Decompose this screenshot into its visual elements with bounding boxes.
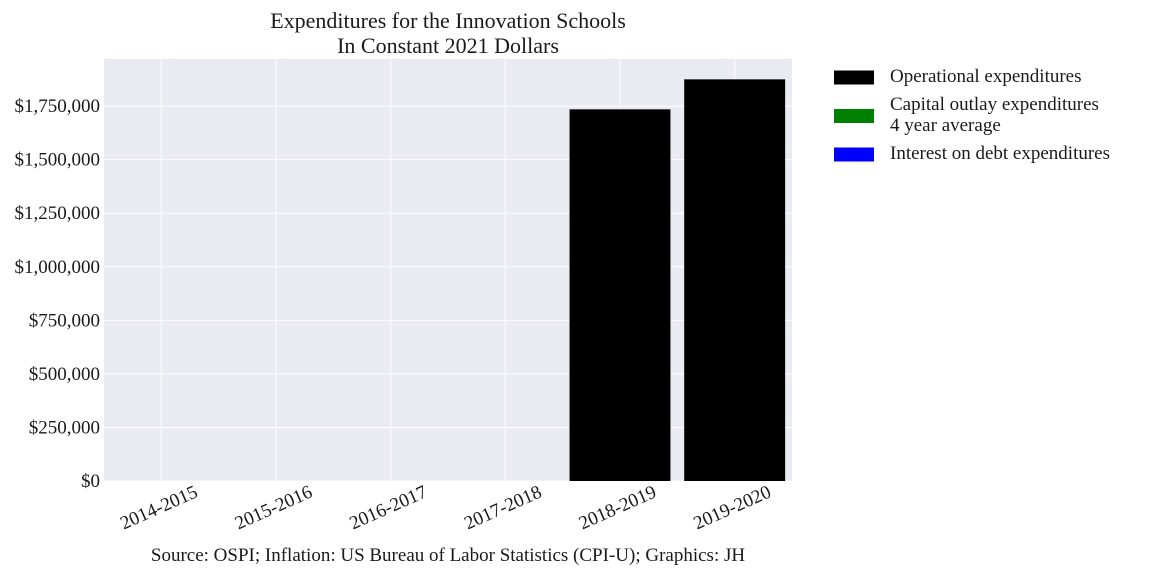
y-tick-label-2: $500,000 [29, 364, 100, 385]
bars-group [569, 79, 786, 482]
y-tick-label-3: $750,000 [29, 310, 100, 331]
bar-2019-2020-series-0 [684, 79, 786, 481]
x-tick-label-2: 2016-2017 [347, 482, 431, 535]
chart-title-line-2: In Constant 2021 Dollars [337, 33, 559, 58]
y-tick-label-6: $1,500,000 [15, 150, 101, 171]
grid-lines [104, 59, 792, 482]
legend-swatch-0 [834, 70, 874, 85]
legend-label-2: Interest on debt expenditures [890, 143, 1110, 164]
y-tick-label-4: $1,000,000 [15, 257, 101, 278]
x-tick-label-0: 2014-2015 [117, 482, 201, 535]
y-tick-label-5: $1,250,000 [15, 203, 101, 224]
legend-label-1-line-0: Capital outlay expenditures [890, 94, 1099, 115]
legend-label-1-line-1: 4 year average [890, 115, 1001, 136]
y-tick-label-1: $250,000 [29, 417, 100, 438]
legend-swatch-2 [834, 147, 874, 162]
chart-title-line-1: Expenditures for the Innovation Schools [270, 8, 626, 33]
x-tick-label-5: 2019-2020 [691, 482, 775, 535]
x-axis-ticks: 2014-2015 2015-2016 2016-2017 2017-2018 2018… [117, 482, 774, 535]
y-tick-label-0: $0 [81, 471, 100, 492]
legend-swatch-1 [834, 109, 874, 123]
plot-area [104, 59, 792, 481]
x-tick-label-4: 2018-2019 [576, 482, 660, 535]
source-caption: Source: OSPI; Inflation: US Bureau of La… [151, 545, 745, 566]
x-tick-label-3: 2017-2018 [461, 482, 545, 535]
y-tick-label-7: $1,750,000 [15, 96, 101, 117]
legend: Operational expenditures Capital outlay e… [834, 66, 1110, 164]
legend-label-0: Operational expenditures [890, 66, 1082, 87]
bar-2018-2019-series-0 [569, 109, 671, 482]
y-axis-ticks: $0 $250,000 $500,000 $750,000 $1,000,000 $1,2… [15, 96, 101, 492]
x-tick-label-1: 2015-2016 [232, 482, 316, 535]
